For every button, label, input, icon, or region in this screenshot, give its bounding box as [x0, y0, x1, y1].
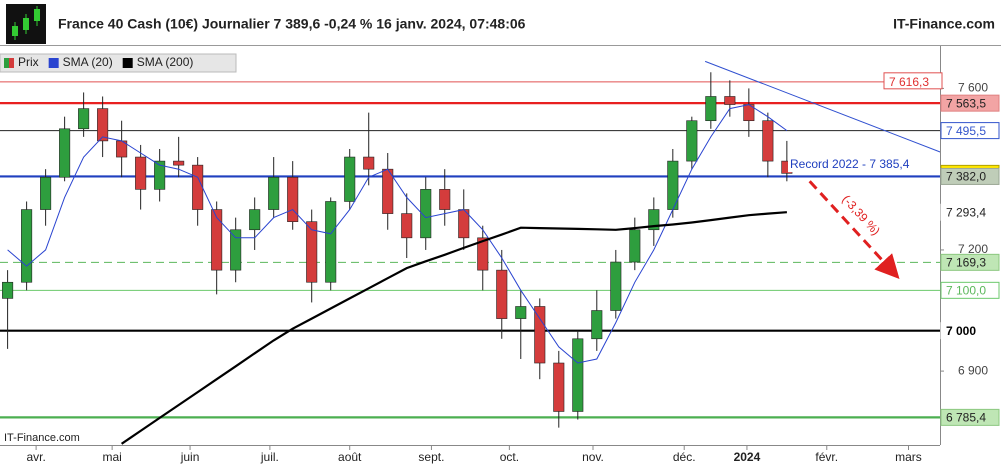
candle-body: [686, 120, 698, 162]
candle-body: [534, 306, 546, 364]
x-tick-label: mars: [895, 450, 922, 464]
x-tick-label: sept.: [418, 450, 444, 464]
price-label: 6 785,4: [946, 411, 986, 425]
candle-body: [515, 306, 527, 319]
brand[interactable]: IT-Finance.com: [893, 16, 995, 32]
candle-body: [572, 338, 584, 412]
price-label: 7 293,4: [946, 205, 986, 219]
trendline: [704, 60, 940, 153]
price-box: [940, 122, 1000, 140]
price-label: 7 000: [946, 324, 976, 338]
y-tick-label: 7 200: [958, 242, 988, 256]
price-label: 7 495,5: [946, 124, 986, 138]
candle-body: [306, 221, 318, 283]
legend-swatch: [122, 58, 133, 68]
candle-body: [59, 128, 71, 178]
candle-body: [477, 237, 489, 271]
sma-line: [7, 104, 788, 364]
legend-bg: [0, 53, 237, 73]
candle-body: [154, 160, 166, 190]
price-label: 7 563,5: [946, 96, 986, 110]
sma-line: [120, 211, 787, 445]
candle-body: [78, 108, 90, 130]
price-box: [883, 72, 943, 90]
candle-body: [230, 229, 242, 271]
x-tick-label: oct.: [500, 450, 519, 464]
candle-body: [363, 156, 375, 170]
legend-swatch: [48, 58, 59, 68]
y-tick-label: 7 600: [958, 81, 988, 95]
arrow-label: (-3,39 %): [839, 192, 883, 238]
forecast-arrow: [808, 180, 900, 279]
candle-body: [553, 362, 565, 412]
candle-body: [268, 176, 280, 210]
price-label: 7 100,0: [946, 283, 986, 297]
candle-body: [325, 201, 337, 283]
candle-body: [724, 96, 736, 105]
legend-swatch: [4, 58, 9, 68]
x-tick-label: juil.: [260, 450, 279, 464]
x-tick-label: déc.: [673, 450, 696, 464]
x-tick-label: nov.: [582, 450, 604, 464]
header-bg: [0, 0, 1001, 44]
price-box: [940, 408, 1000, 426]
y-tick-label: 6 900: [958, 363, 988, 377]
price-box: [940, 167, 1000, 185]
candle-body: [344, 156, 356, 202]
candle-body: [97, 108, 109, 142]
price-box: [940, 203, 1000, 221]
candle-body: [705, 96, 717, 122]
watermark: IT-Finance.com: [4, 432, 80, 444]
chart-title: France 40 Cash (10€) Journalier 7 389,6 …: [58, 16, 526, 32]
record-label: Record 2022 - 7 385,4: [790, 157, 910, 171]
legend-swatch: [9, 58, 14, 68]
candle-body: [420, 189, 432, 239]
legend-label: SMA (20): [63, 55, 113, 69]
candle-body: [287, 176, 299, 222]
candle-body: [135, 156, 147, 190]
x-tick-label: avr.: [26, 450, 45, 464]
candle-body: [21, 209, 33, 283]
logo: [6, 4, 46, 44]
price-label: 7 616,3: [889, 75, 929, 89]
candle-body: [173, 160, 185, 166]
candle-body: [591, 310, 603, 340]
candle-body: [382, 168, 394, 214]
candle-body: [192, 164, 204, 210]
legend: Prix SMA (20) SMA (200): [0, 53, 237, 73]
candle-body: [211, 209, 223, 271]
candle-body: [2, 281, 14, 299]
x-tick-label: févr.: [815, 450, 838, 464]
candle-body: [648, 209, 660, 231]
candle-body: [401, 213, 413, 239]
x-tick-label: juin: [180, 450, 200, 464]
candle-body: [610, 261, 622, 311]
candle-body: [40, 176, 52, 210]
candle-body: [629, 229, 641, 263]
x-tick-label: août: [338, 450, 362, 464]
price-box: [940, 281, 1000, 299]
legend-label: SMA (200): [137, 55, 194, 69]
x-tick-label: mai: [102, 450, 121, 464]
x-tick-label: 2024: [734, 450, 761, 464]
candle-body: [762, 120, 774, 162]
price-box: [940, 322, 1000, 340]
axis-panel: [940, 46, 1001, 445]
price-label: 7 382,0: [946, 170, 986, 184]
record-label-bg: [788, 156, 912, 173]
plot: [0, 60, 940, 445]
candle-body: [439, 189, 451, 210]
price-label: 7 169,3: [946, 256, 986, 270]
price-box: [940, 253, 1000, 271]
candle-body: [496, 269, 508, 319]
candle-body: [249, 209, 261, 231]
price-box: [940, 94, 1000, 112]
legend-label: Prix: [18, 55, 39, 69]
